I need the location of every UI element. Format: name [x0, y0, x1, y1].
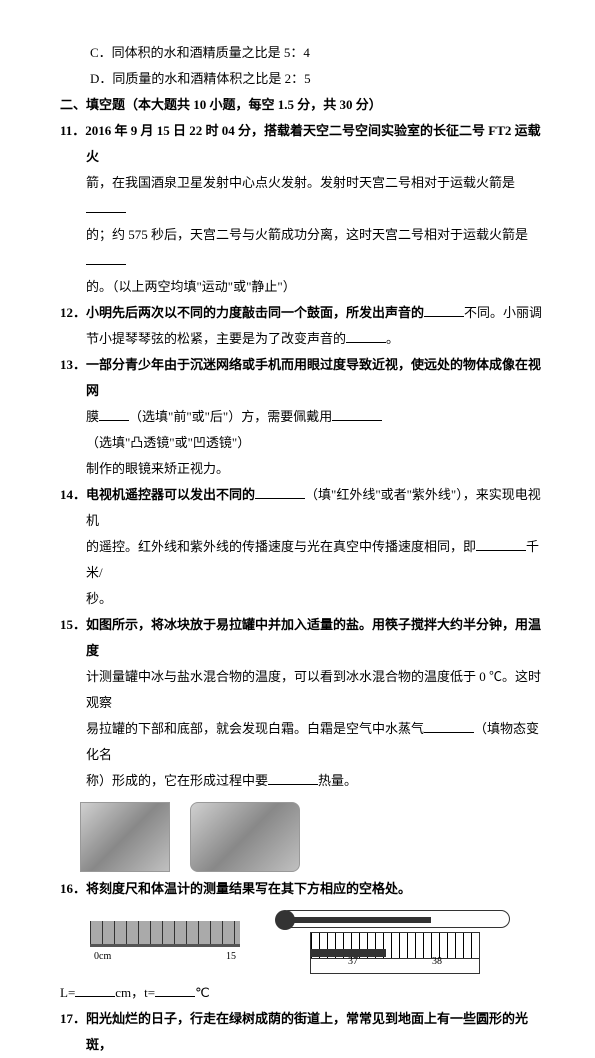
q12-line1: 12．小明先后两次以不同的力度敲击同一个鼓面，所发出声音的 不同。小丽调	[50, 300, 545, 326]
q11-line4: 的。（以上两空均填"运动"或"静止"）	[50, 274, 545, 300]
blank-q12-1[interactable]	[424, 303, 464, 317]
q11-l1: 11．2016 年 9 月 15 日 22 时 04 分，搭载着天空二号空间实验…	[60, 123, 541, 164]
q12-line2: 节小提琴琴弦的松紧，主要是为了改变声音的 。	[50, 326, 545, 352]
q16-figures: 0cm 15 37 38	[90, 910, 545, 974]
q17-l1: 17．阳光灿烂的日子，行走在绿树成荫的街道上，常常见到地面上有一些圆形的光斑，	[60, 1011, 528, 1052]
blank-q11-1[interactable]	[86, 199, 126, 213]
q13-l2a: 膜	[86, 409, 99, 424]
q15-images	[80, 802, 545, 872]
q14-l1a: 14．电视机遥控器可以发出不同的	[60, 487, 255, 502]
lt-l: L=	[60, 985, 75, 1000]
q12-l2a: 节小提琴琴弦的松紧，主要是为了改变声音的	[86, 331, 346, 346]
image-frost-can	[190, 802, 300, 872]
blank-q14-2[interactable]	[476, 537, 526, 551]
q14-l2a: 的遥控。红外线和紫外线的传播速度与光在真空中传播速度相同，即	[86, 539, 476, 554]
q16-l1: 16．将刻度尺和体温计的测量结果写在其下方相应的空格处。	[60, 881, 411, 896]
q11-line3: 的；约 575 秒后，天宫二号与火箭成功分离，这时天宫二号相对于运载火箭是	[50, 222, 545, 274]
scale-labels: 37 38	[311, 952, 479, 972]
q13-line1: 13．一部分青少年由于沉迷网络或手机而用眼过度导致近视，使远处的物体成像在视网	[50, 352, 545, 404]
q13-l1: 13．一部分青少年由于沉迷网络或手机而用眼过度导致近视，使远处的物体成像在视网	[60, 357, 541, 398]
q12-l1a: 12．小明先后两次以不同的力度敲击同一个鼓面，所发出声音的	[60, 305, 424, 320]
ruler-right: 15	[226, 947, 236, 967]
q13-l2b: （选填"前"或"后"）方，需要佩戴用	[129, 409, 332, 424]
thermometer-body	[280, 910, 510, 928]
option-c: C．同体积的水和酒精质量之比是 5：4	[50, 40, 545, 66]
q15-line1: 15．如图所示，将冰块放于易拉罐中并加入适量的盐。用筷子搅拌大约半分钟，用温度	[50, 612, 545, 664]
q13-line2: 膜 （选填"前"或"后"）方，需要佩戴用 （选填"凸透镜"或"凹透镜"）	[50, 404, 545, 456]
ruler-body	[90, 921, 240, 947]
ruler-left: 0cm	[94, 947, 111, 967]
blank-q15-1[interactable]	[424, 719, 474, 733]
section-2-title: 二、填空题（本大题共 10 小题，每空 1.5 分，共 30 分）	[50, 92, 545, 118]
ruler-figure: 0cm 15	[90, 921, 240, 963]
q13-line3: 制作的眼镜来矫正视力。	[50, 456, 545, 482]
thermometer-stem	[291, 917, 431, 923]
q11-l3a: 的；约 575 秒后，天宫二号与火箭成功分离，这时天宫二号相对于运载火箭是	[86, 227, 528, 242]
q12-l2b: 。	[386, 331, 399, 346]
lt-lm: cm，	[115, 985, 144, 1000]
blank-q12-2[interactable]	[346, 329, 386, 343]
q15-line4: 称）形成的，它在形成过程中要 热量。	[50, 768, 545, 794]
q15-line3: 易拉罐的下部和底部，就会发现白霜。白霜是空气中水蒸气（填物态变化名	[50, 716, 545, 768]
q14-line2: 的遥控。红外线和紫外线的传播速度与光在真空中传播速度相同，即千米/	[50, 534, 545, 586]
ruler-labels: 0cm 15	[90, 947, 240, 967]
q14-line1: 14．电视机遥控器可以发出不同的（填"红外线"或者"紫外线"），来实现电视机	[50, 482, 545, 534]
q15-l4a: 称）形成的，它在形成过程中要	[86, 773, 268, 788]
q11-line2: 箭，在我国酒泉卫星发射中心点火发射。发射时天宫二号相对于运载火箭是	[50, 170, 545, 222]
q17-line1: 17．阳光灿烂的日子，行走在绿树成荫的街道上，常常见到地面上有一些圆形的光斑，	[50, 1006, 545, 1058]
scale-box: 37 38	[310, 932, 480, 974]
blank-L[interactable]	[75, 983, 115, 997]
blank-t[interactable]	[155, 983, 195, 997]
q15-l3a: 易拉罐的下部和底部，就会发现白霜。白霜是空气中水蒸气	[86, 721, 424, 736]
q11-line1: 11．2016 年 9 月 15 日 22 时 04 分，搭载着天空二号空间实验…	[50, 118, 545, 170]
scale-a: 37	[348, 952, 358, 972]
q16-answers: L= cm，t= ℃	[50, 980, 545, 1006]
blank-q11-2[interactable]	[86, 251, 126, 265]
q15-line2: 计测量罐中冰与盐水混合物的温度，可以看到冰水混合物的温度低于 0 ℃。这时观察	[50, 664, 545, 716]
q13-l2c: （选填"凸透镜"或"凹透镜"）	[86, 435, 250, 450]
blank-q13-1[interactable]	[99, 407, 129, 421]
q15-l4b: 热量。	[318, 773, 357, 788]
blank-q15-2[interactable]	[268, 771, 318, 785]
q16-line1: 16．将刻度尺和体温计的测量结果写在其下方相应的空格处。	[50, 876, 545, 902]
q11-l2t: 箭，在我国酒泉卫星发射中心点火发射。发射时天宫二号相对于运载火箭是	[86, 175, 515, 190]
q14-line3: 秒。	[50, 586, 545, 612]
lt-t: t=	[144, 985, 155, 1000]
thermometer-figure: 37 38	[280, 910, 510, 974]
q12-l1b: 不同。小丽调	[464, 305, 542, 320]
scale-b: 38	[432, 952, 442, 972]
option-d: D．同质量的水和酒精体积之比是 2：5	[50, 66, 545, 92]
blank-q13-2[interactable]	[332, 407, 382, 421]
image-can-thermometer	[80, 802, 170, 872]
lt-tu: ℃	[195, 985, 210, 1000]
q15-l1: 15．如图所示，将冰块放于易拉罐中并加入适量的盐。用筷子搅拌大约半分钟，用温度	[60, 617, 541, 658]
blank-q14-1[interactable]	[255, 485, 305, 499]
